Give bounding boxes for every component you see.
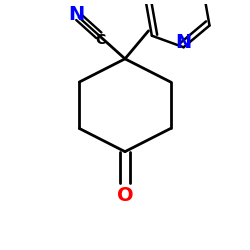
Text: O: O bbox=[117, 186, 133, 205]
Text: N: N bbox=[68, 5, 85, 24]
Text: C: C bbox=[95, 33, 105, 47]
Text: N: N bbox=[176, 33, 192, 52]
